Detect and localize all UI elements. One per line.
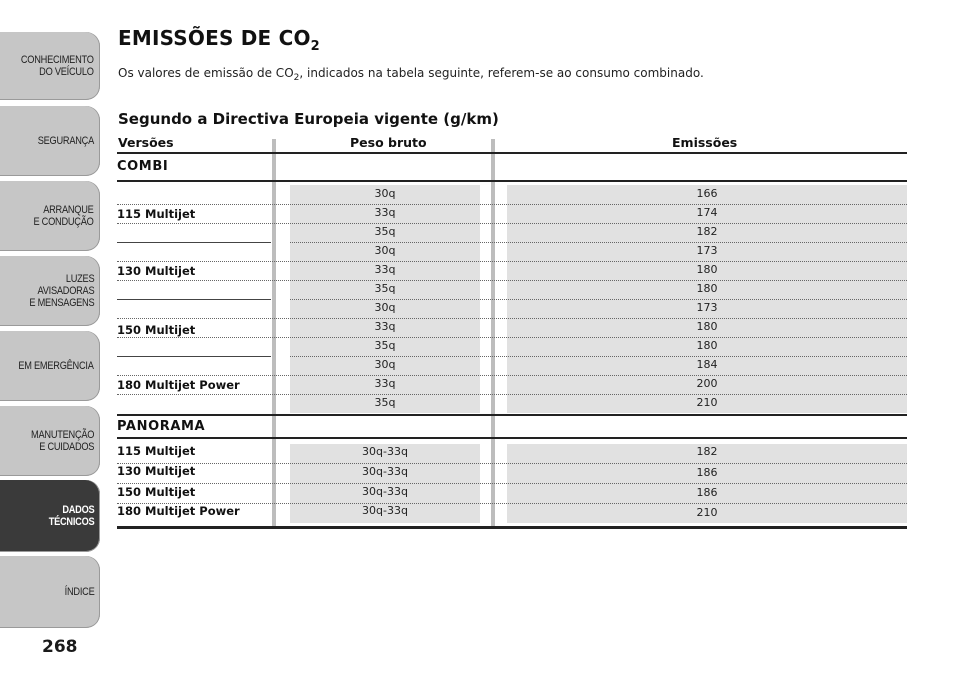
- row-divider: [117, 503, 907, 504]
- section-rule: [117, 437, 907, 439]
- emissions-table: Versões Peso bruto Emissões COMBI 115 Mu…: [117, 133, 907, 533]
- weight-cell: 33q: [374, 206, 396, 219]
- weight-cell: 35q: [374, 396, 396, 409]
- model-name: 115 Multijet: [117, 207, 196, 221]
- table-caption: Segundo a Directiva Europeia vigente (g/…: [118, 110, 499, 128]
- table-bottom-rule: [117, 526, 907, 529]
- tab-luzes-avisadoras[interactable]: LUZES AVISADORAS E MENSAGENS: [0, 256, 100, 326]
- row-divider: [290, 299, 907, 300]
- group-divider: [117, 356, 271, 357]
- weight-cell: 30q-33q: [362, 465, 408, 478]
- emission-cell: 186: [696, 466, 718, 479]
- tab-label: MANUTENÇÃO E CUIDADOS: [30, 429, 94, 453]
- section-panorama: PANORAMA: [117, 419, 206, 434]
- weight-cell: 33q: [374, 377, 396, 390]
- emission-cell: 210: [696, 396, 718, 409]
- weight-cell: 30q: [374, 244, 396, 257]
- row-divider: [117, 280, 907, 281]
- emission-cell: 210: [696, 506, 718, 519]
- model-name: 115 Multijet: [117, 444, 196, 458]
- page-number: 268: [42, 637, 78, 657]
- tab-manutencao-e-cuidados[interactable]: MANUTENÇÃO E CUIDADOS: [0, 406, 100, 476]
- tab-seguranca[interactable]: SEGURANÇA: [0, 106, 100, 176]
- model-name: 180 Multijet Power: [117, 504, 240, 518]
- row-divider: [117, 375, 907, 376]
- intro-text-end: , indicados na tabela seguinte, referem-…: [299, 66, 704, 80]
- weight-cell: 35q: [374, 339, 396, 352]
- tab-arranque-e-conducao[interactable]: ARRANQUE E CONDUÇÃO: [0, 181, 100, 251]
- row-divider: [290, 242, 907, 243]
- header-weight: Peso bruto: [350, 135, 427, 150]
- emission-cell: 180: [696, 320, 718, 333]
- emission-cell: 184: [696, 358, 718, 371]
- model-name: 150 Multijet: [117, 485, 196, 499]
- model-name: 130 Multijet: [117, 264, 196, 278]
- emission-cell: 180: [696, 339, 718, 352]
- emission-cell: 166: [696, 187, 718, 200]
- title-text: EMISSÕES DE CO: [118, 26, 311, 50]
- group-divider: [117, 242, 271, 243]
- emission-cell: 173: [696, 301, 718, 314]
- weight-cell: 30q: [374, 358, 396, 371]
- tab-label: CONHECIMENTO DO VEÍCULO: [21, 54, 94, 78]
- row-divider: [290, 356, 907, 357]
- row-divider: [117, 463, 907, 464]
- emission-cell: 174: [696, 206, 718, 219]
- emission-cell: 200: [696, 377, 718, 390]
- weight-cell: 30q: [374, 187, 396, 200]
- tab-em-emergencia[interactable]: EM EMERGÊNCIA: [0, 331, 100, 401]
- row-divider: [117, 223, 907, 224]
- emission-cell: 173: [696, 244, 718, 257]
- tab-indice[interactable]: ÍNDICE: [0, 556, 100, 628]
- header-rule: [117, 152, 907, 154]
- tab-dados-tecnicos[interactable]: DADOS TÉCNICOS: [0, 480, 100, 552]
- column-separator: [491, 139, 495, 529]
- weight-cell: 30q-33q: [362, 504, 408, 517]
- weight-cell: 35q: [374, 225, 396, 238]
- tab-label: ARRANQUE E CONDUÇÃO: [33, 204, 94, 228]
- title-subscript: 2: [310, 39, 320, 54]
- chapter-tabs: CONHECIMENTO DO VEÍCULO SEGURANÇA ARRANQ…: [0, 0, 104, 640]
- section-combi: COMBI: [117, 159, 169, 174]
- model-name: 130 Multijet: [117, 464, 196, 478]
- row-divider: [117, 261, 907, 262]
- emission-cell: 182: [696, 445, 718, 458]
- tab-label: EM EMERGÊNCIA: [18, 360, 95, 372]
- tab-conhecimento-do-veiculo[interactable]: CONHECIMENTO DO VEÍCULO: [0, 32, 100, 100]
- model-name: 180 Multijet Power: [117, 378, 240, 392]
- tab-label: LUZES AVISADORAS E MENSAGENS: [28, 273, 94, 309]
- row-divider: [117, 483, 907, 484]
- weight-cell: 30q-33q: [362, 445, 408, 458]
- emission-cell: 186: [696, 486, 718, 499]
- row-divider: [117, 337, 907, 338]
- intro-paragraph: Os valores de emissão de CO2, indicados …: [118, 66, 704, 83]
- weight-cell: 30q: [374, 301, 396, 314]
- weight-cell: 33q: [374, 263, 396, 276]
- row-divider: [117, 318, 907, 319]
- section-rule: [117, 414, 907, 416]
- weight-cell: 35q: [374, 282, 396, 295]
- row-divider: [117, 394, 907, 395]
- emission-cell: 180: [696, 282, 718, 295]
- emission-cell: 180: [696, 263, 718, 276]
- intro-subscript: 2: [293, 73, 300, 83]
- emission-cell: 182: [696, 225, 718, 238]
- row-divider: [117, 204, 907, 205]
- header-emissions: Emissões: [672, 135, 738, 150]
- weight-cell: 33q: [374, 320, 396, 333]
- column-separator: [272, 139, 276, 529]
- weight-cell: 30q-33q: [362, 485, 408, 498]
- group-divider: [117, 299, 271, 300]
- page-title: EMISSÕES DE CO2: [118, 26, 320, 54]
- model-name: 150 Multijet: [117, 323, 196, 337]
- header-versions: Versões: [118, 135, 174, 150]
- tab-label: SEGURANÇA: [37, 135, 95, 147]
- tab-label: DADOS TÉCNICOS: [48, 504, 94, 528]
- tab-label: ÍNDICE: [64, 586, 94, 598]
- section-rule: [117, 180, 907, 182]
- intro-text-start: Os valores de emissão de CO: [118, 66, 294, 80]
